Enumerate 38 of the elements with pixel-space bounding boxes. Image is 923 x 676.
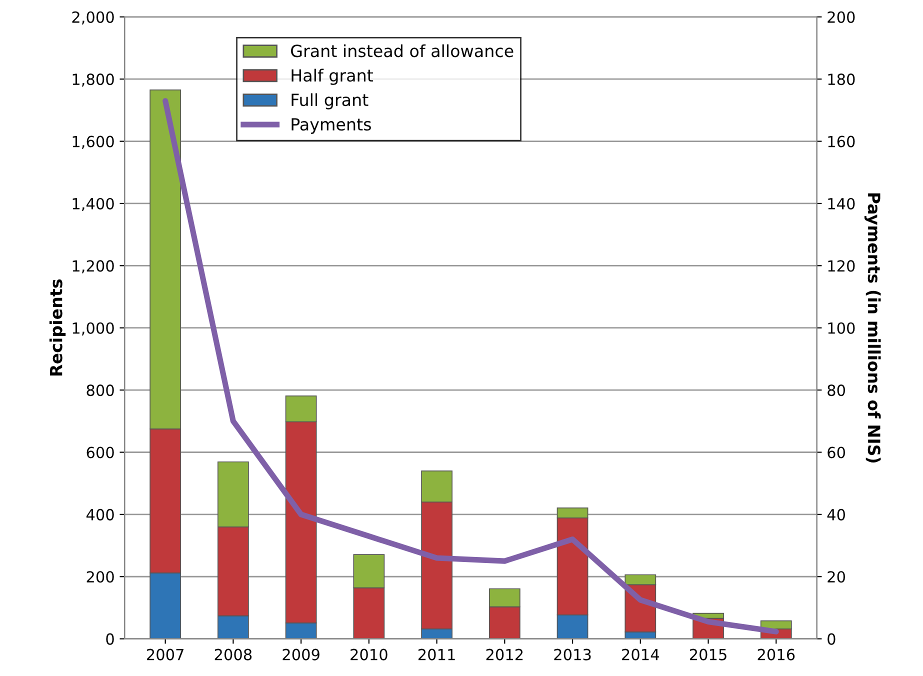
y-tick-label: 600: [86, 446, 114, 458]
y-tick-label: 1,000: [72, 322, 114, 336]
legend-label: Full grant: [292, 93, 368, 110]
y-tick-label: 1,800: [72, 74, 114, 87]
y2-tick-label: 160: [828, 136, 855, 148]
x-tick-label: 2009: [282, 648, 320, 660]
y2-tick-label: 200: [828, 11, 855, 23]
legend-label: Half grant: [292, 68, 373, 85]
y-tick-label: 400: [86, 508, 114, 520]
legend-label: Grant instead of allowance: [291, 44, 514, 58]
x-tick-label: 2016: [758, 648, 795, 660]
y2-tick-label: 40: [827, 508, 846, 520]
x-tick-label: 2015: [690, 648, 726, 660]
y-tick-label: 1,400: [72, 198, 114, 212]
x-tick-label: 2011: [418, 648, 455, 660]
x-tick-label: 2012: [486, 648, 523, 660]
legend-label: Payments: [292, 118, 371, 134]
x-tick-label: 2013: [554, 648, 591, 660]
y2-tick-label: 80: [828, 384, 846, 396]
y-tick-label: 800: [86, 384, 114, 396]
y2-tick-label: 180: [828, 74, 855, 86]
y2-tick-label: 20: [828, 571, 846, 583]
y-tick-label: 2,000: [72, 11, 114, 24]
y2-tick-label: 120: [828, 260, 855, 272]
y2-tick-label: 100: [828, 322, 855, 334]
y-axis-title: Recipients: [49, 279, 66, 376]
x-tick-label: 2007: [147, 648, 184, 660]
x-tick-label: 2010: [350, 648, 388, 660]
y-tick-label: 1,200: [72, 260, 114, 274]
y2-tick-label: 140: [828, 198, 855, 210]
y2-axis-title: Payments (in millions of NIS): [864, 193, 881, 462]
y2-tick-label: 60: [828, 446, 846, 458]
x-tick-label: 2008: [214, 648, 252, 660]
x-tick-label: 2014: [622, 648, 659, 660]
y-tick-label: 200: [86, 571, 114, 583]
y-tick-label: 1,600: [72, 136, 114, 149]
y-tick-label: 0: [106, 633, 114, 645]
y2-tick-label: 0: [828, 633, 836, 645]
